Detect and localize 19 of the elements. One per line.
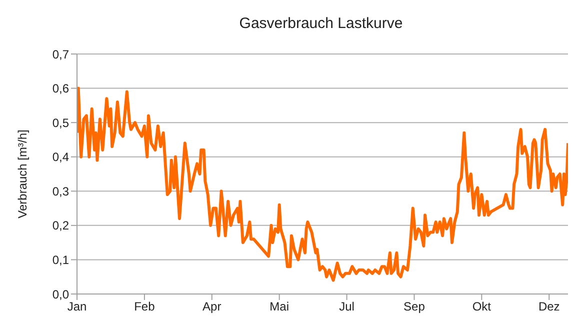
y-tick-label: 0,7 — [52, 47, 70, 62]
x-tick-label: Okt — [472, 300, 492, 314]
line-series — [77, 86, 568, 282]
y-tick-label: 0,5 — [52, 116, 70, 130]
y-tick-label: 0,3 — [52, 184, 70, 198]
y-tick-label: 0,0 — [52, 287, 70, 302]
chart-title: Gasverbrauch Lastkurve — [238, 15, 404, 32]
x-tick-label: Apr — [202, 300, 222, 314]
x-tick-label: Jul — [339, 300, 354, 314]
y-tick-label: 0,4 — [52, 150, 70, 164]
x-tick-label: Dez — [538, 300, 560, 314]
y-tick-label: 0,1 — [52, 252, 70, 267]
x-tick-label: Jan — [67, 300, 87, 314]
x-tick-label: Sep — [404, 300, 426, 314]
y-tick-label: 0,2 — [52, 218, 70, 233]
y-tick-label: 0,6 — [52, 82, 70, 96]
y-axis-title: Verbrauch [m³/h] — [15, 130, 30, 218]
x-tick-label: Mai — [270, 300, 290, 314]
x-tick-label: Feb — [134, 300, 156, 314]
